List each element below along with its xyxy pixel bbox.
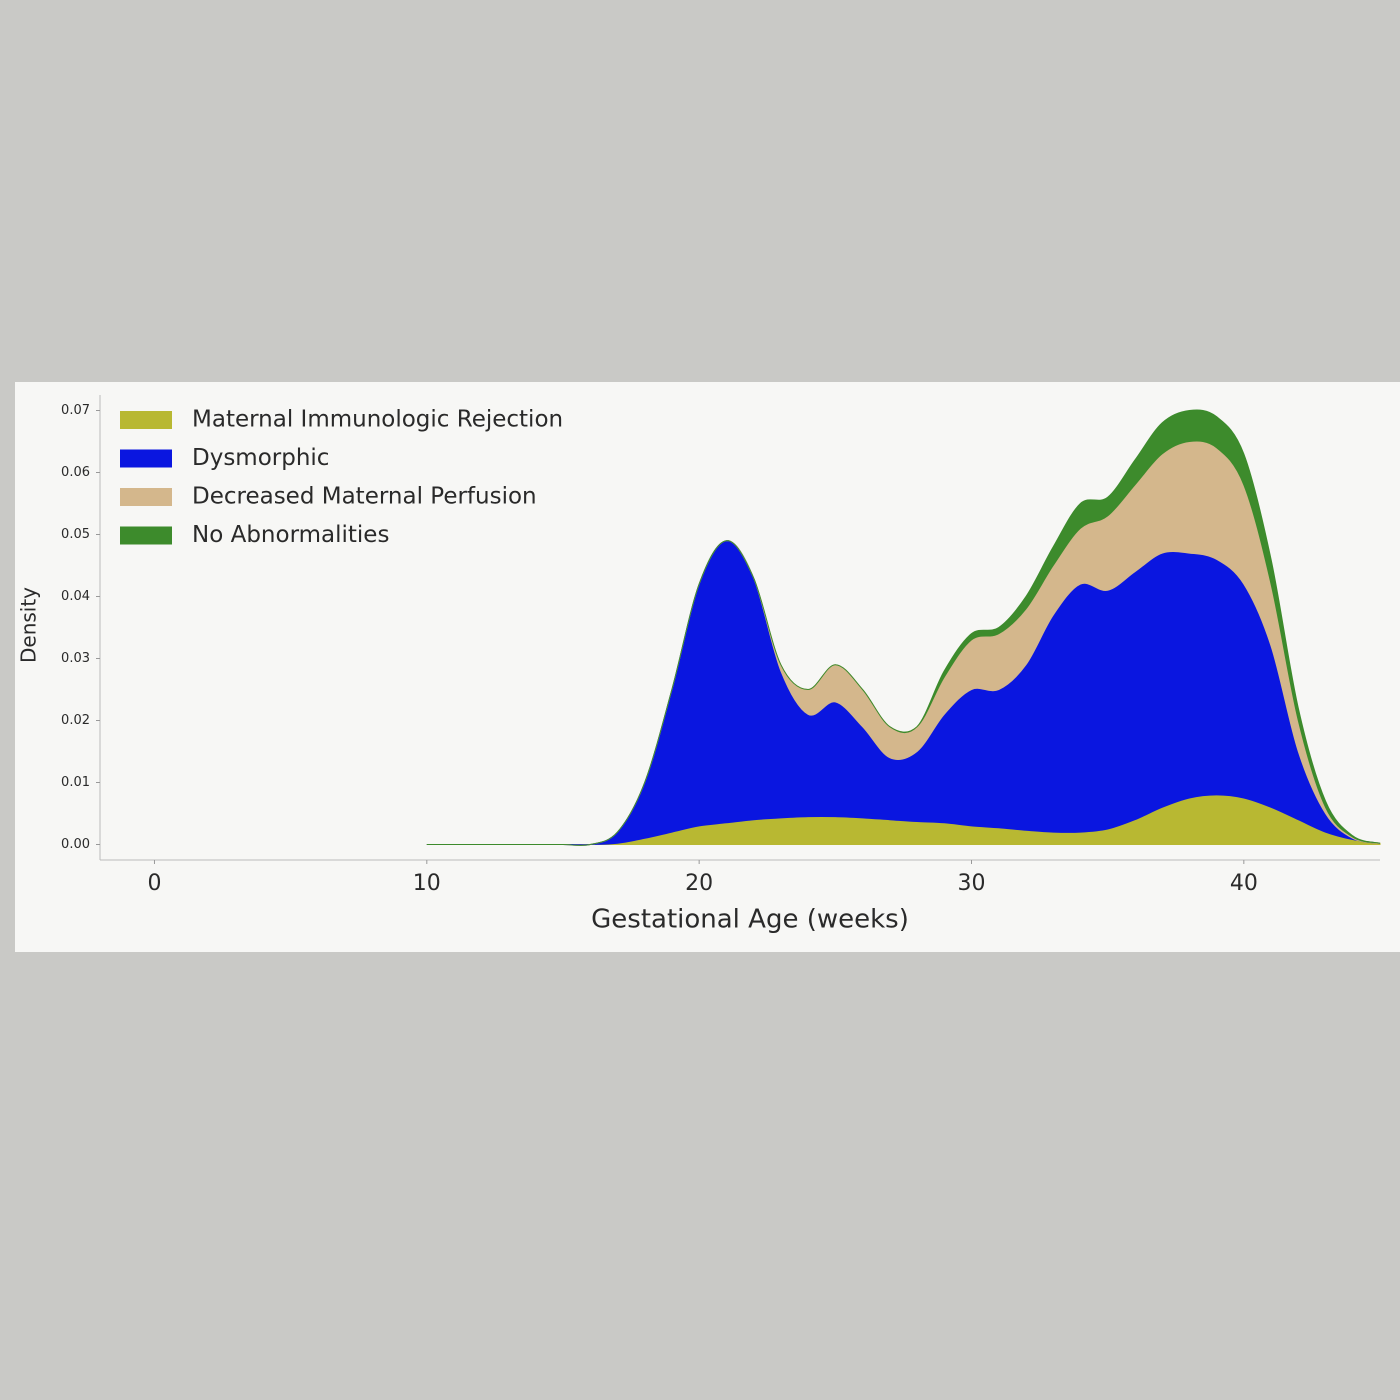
legend-swatch bbox=[120, 449, 172, 468]
x-tick-label: 10 bbox=[413, 871, 441, 896]
x-axis-label: Gestational Age (weeks) bbox=[591, 905, 909, 935]
x-tick-label: 40 bbox=[1230, 871, 1258, 896]
legend-swatch bbox=[120, 488, 172, 506]
legend-label: Maternal Immunologic Rejection bbox=[192, 407, 563, 433]
y-tick-label: 0.06 bbox=[61, 465, 90, 480]
y-axis-label: Density bbox=[17, 587, 41, 663]
x-tick-label: 0 bbox=[147, 871, 161, 896]
legend-swatch bbox=[120, 411, 172, 429]
y-tick-label: 0.07 bbox=[61, 403, 90, 418]
x-tick-label: 30 bbox=[957, 871, 985, 896]
y-tick-label: 0.00 bbox=[61, 837, 90, 852]
y-tick-label: 0.01 bbox=[61, 775, 90, 790]
area bbox=[426, 409, 1381, 846]
y-tick-label: 0.02 bbox=[61, 713, 90, 728]
y-tick-label: 0.05 bbox=[61, 527, 90, 542]
legend-label: Decreased Maternal Perfusion bbox=[192, 484, 537, 510]
legend-label: No Abnormalities bbox=[192, 522, 389, 548]
legend-swatch bbox=[120, 526, 172, 545]
x-tick-label: 20 bbox=[685, 871, 713, 896]
y-tick-label: 0.04 bbox=[61, 589, 90, 604]
y-tick-label: 0.03 bbox=[61, 651, 90, 666]
legend-label: Dysmorphic bbox=[192, 445, 329, 471]
